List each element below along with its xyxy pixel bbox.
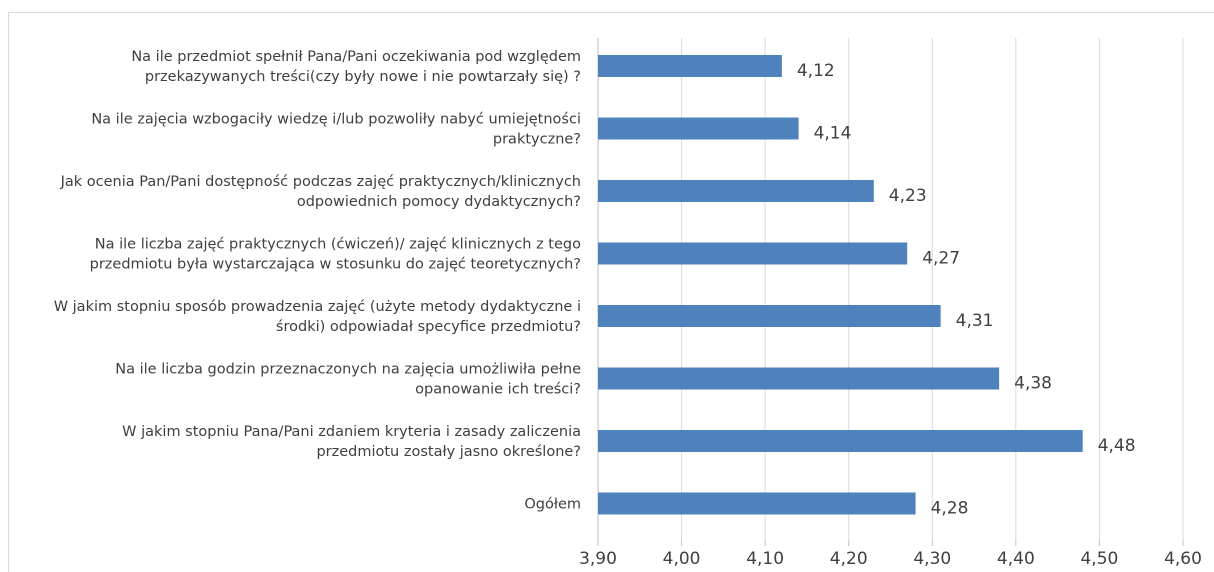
- data-label: 4,38: [1014, 374, 1052, 394]
- category-label: W jakim stopniu sposób prowadzenia zajęć…: [54, 299, 581, 315]
- x-tick-label: 4,60: [1164, 549, 1202, 569]
- data-label: 4,12: [797, 61, 835, 81]
- category-label: praktyczne?: [493, 132, 581, 148]
- bar: [598, 242, 908, 265]
- x-tick-label: 4,50: [1080, 549, 1118, 569]
- data-label: 4,28: [931, 499, 969, 519]
- chart-frame: [8, 12, 1214, 572]
- category-label: Na ile przedmiot spełnił Pana/Pani oczek…: [131, 49, 581, 65]
- category-label: Na ile liczba godzin przeznaczonych na z…: [115, 362, 581, 378]
- data-label: 4,48: [1098, 436, 1136, 456]
- category-label: przedmiotu była wystarczająca w stosunku…: [90, 257, 581, 273]
- data-labels: 4,12 4,14 4,23 4,27 4,31 4,38 4,48 4,28: [797, 61, 1136, 519]
- bar: [598, 430, 1083, 452]
- x-tick-label: 4,40: [997, 549, 1035, 569]
- category-label: odpowiednich pomocy dydaktycznych?: [297, 194, 581, 210]
- bars: [598, 55, 1083, 515]
- category-label: opanowanie ich treści?: [415, 382, 581, 398]
- category-label: Ogółem: [524, 497, 581, 513]
- x-axis-tick-labels: 3,90 4,00 4,10 4,20 4,30 4,40 4,50 4,60: [579, 549, 1202, 569]
- category-label: środki) odpowiadał specyfice przedmiotu?: [276, 319, 581, 335]
- bar: [598, 367, 1000, 390]
- x-tick-label: 4,30: [913, 549, 951, 569]
- category-label: Jak ocenia Pan/Pani dostępność podczas z…: [60, 174, 581, 190]
- data-label: 4,31: [956, 311, 994, 331]
- category-label: przekazywanych treści(czy były nowe i ni…: [145, 69, 581, 85]
- gridlines: [597, 38, 1184, 546]
- category-label: Na ile zajęcia wzbogaciły wiedzę i/lub p…: [91, 112, 581, 128]
- category-label: przedmiotu zostały jasno określone?: [316, 444, 581, 460]
- bar: [598, 305, 941, 327]
- data-label: 4,14: [814, 124, 852, 144]
- x-tick-label: 3,90: [579, 549, 617, 569]
- category-label: Na ile liczba zajęć praktycznych (ćwicze…: [95, 237, 581, 253]
- bar: [598, 117, 799, 140]
- x-tick-label: 4,10: [746, 549, 784, 569]
- bar: [598, 180, 874, 202]
- data-label: 4,27: [922, 249, 960, 269]
- bar: [598, 55, 782, 77]
- category-labels: Na ile przedmiot spełnił Pana/Pani oczek…: [54, 49, 581, 513]
- x-tick-label: 4,20: [830, 549, 868, 569]
- data-label: 4,23: [889, 186, 927, 206]
- x-tick-label: 4,00: [663, 549, 701, 569]
- category-label: W jakim stopniu Pana/Pani zdaniem kryter…: [122, 424, 581, 440]
- bar: [598, 492, 916, 515]
